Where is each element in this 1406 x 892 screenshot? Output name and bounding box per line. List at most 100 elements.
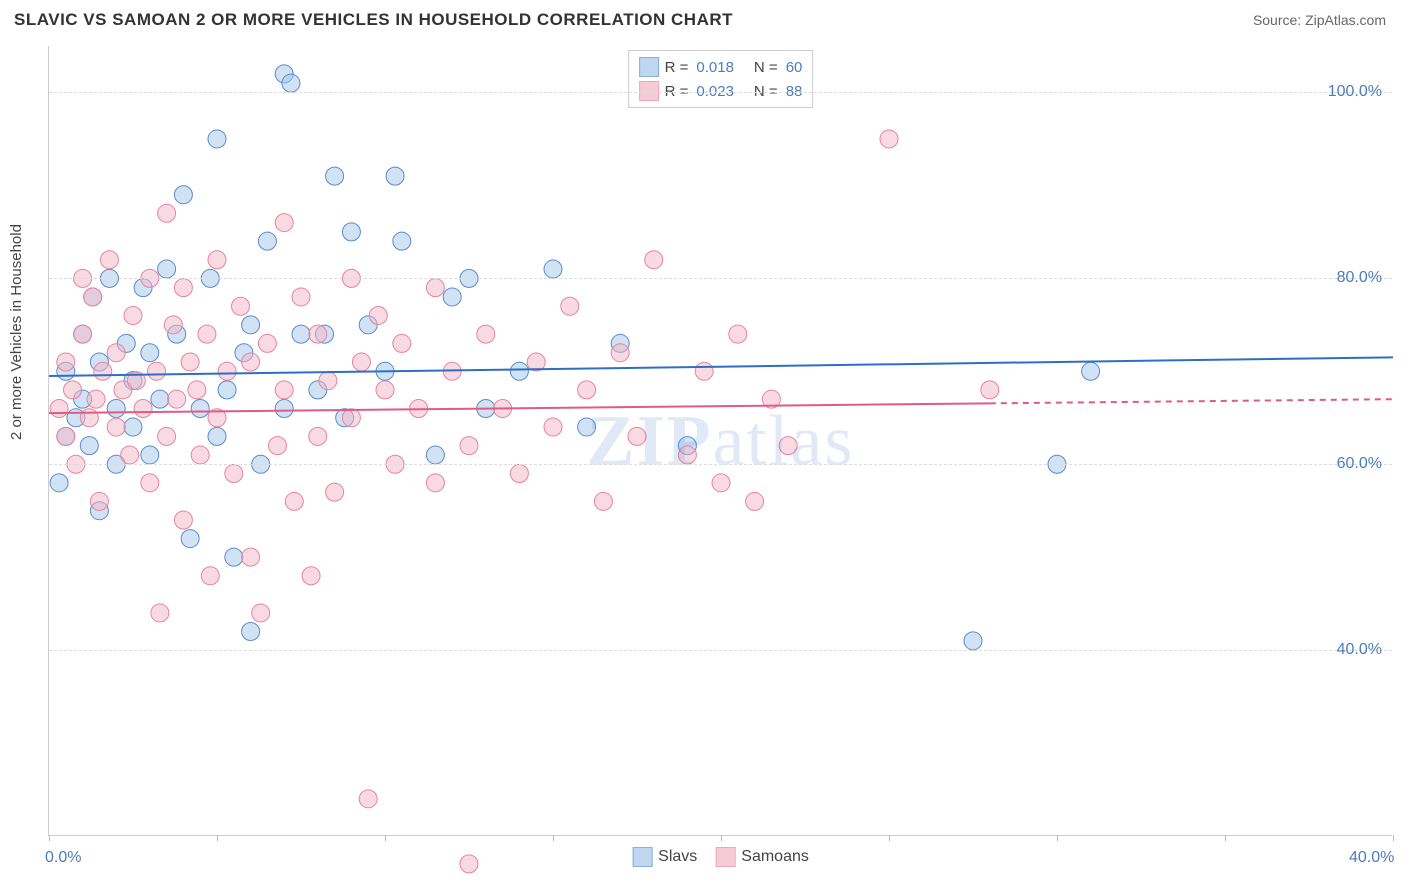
data-point <box>174 511 192 529</box>
data-point <box>386 167 404 185</box>
data-point <box>168 390 186 408</box>
legend-r-label: R = <box>665 83 689 100</box>
data-point <box>50 474 68 492</box>
data-point <box>319 372 337 390</box>
legend-n-value: 60 <box>786 59 803 76</box>
legend-label: Slavs <box>658 848 697 866</box>
data-point <box>218 381 236 399</box>
chart-source: Source: ZipAtlas.com <box>1253 12 1386 28</box>
data-point <box>561 297 579 315</box>
data-point <box>181 530 199 548</box>
data-point <box>158 204 176 222</box>
data-point <box>275 214 293 232</box>
data-point <box>121 446 139 464</box>
data-point <box>124 418 142 436</box>
data-point <box>746 492 764 510</box>
chart-title: SLAVIC VS SAMOAN 2 OR MORE VEHICLES IN H… <box>14 10 733 30</box>
legend-item: Samoans <box>715 847 809 867</box>
data-point <box>359 790 377 808</box>
data-point <box>57 427 75 445</box>
data-point <box>242 353 260 371</box>
data-point <box>174 186 192 204</box>
data-point <box>84 288 102 306</box>
legend-swatch <box>639 57 659 77</box>
data-point <box>275 381 293 399</box>
data-point <box>376 381 394 399</box>
legend-swatch <box>632 847 652 867</box>
chart-header: SLAVIC VS SAMOAN 2 OR MORE VEHICLES IN H… <box>0 0 1406 34</box>
data-point <box>309 325 327 343</box>
data-point <box>460 855 478 873</box>
x-tick <box>217 835 218 841</box>
series-legend: Slavs Samoans <box>632 847 809 867</box>
x-tick <box>1393 835 1394 841</box>
data-point <box>258 334 276 352</box>
data-point <box>393 232 411 250</box>
scatter-plot-svg <box>49 46 1392 835</box>
data-point <box>208 251 226 269</box>
data-point <box>326 483 344 501</box>
data-point <box>107 399 125 417</box>
data-point <box>712 474 730 492</box>
data-point <box>578 418 596 436</box>
data-point <box>164 316 182 334</box>
data-point <box>678 446 696 464</box>
data-point <box>880 130 898 148</box>
data-point <box>268 437 286 455</box>
data-point <box>191 399 209 417</box>
data-point <box>292 325 310 343</box>
data-point <box>544 418 562 436</box>
data-point <box>181 353 199 371</box>
trend-line <box>49 403 990 413</box>
data-point <box>282 74 300 92</box>
data-point <box>252 604 270 622</box>
data-point <box>302 567 320 585</box>
data-point <box>225 548 243 566</box>
data-point <box>594 492 612 510</box>
trend-line-dashed <box>990 399 1393 403</box>
legend-n-label: N = <box>754 83 778 100</box>
gridline <box>49 650 1392 651</box>
data-point <box>208 130 226 148</box>
x-tick-label: 40.0% <box>1349 849 1394 867</box>
data-point <box>285 492 303 510</box>
gridline <box>49 464 1392 465</box>
data-point <box>544 260 562 278</box>
legend-item: Slavs <box>632 847 697 867</box>
data-point <box>107 418 125 436</box>
data-point <box>87 390 105 408</box>
data-point <box>141 446 159 464</box>
data-point <box>198 325 216 343</box>
data-point <box>292 288 310 306</box>
data-point <box>100 251 118 269</box>
x-tick <box>49 835 50 841</box>
data-point <box>57 353 75 371</box>
legend-label: Samoans <box>741 848 809 866</box>
data-point <box>151 390 169 408</box>
data-point <box>50 399 68 417</box>
data-point <box>242 548 260 566</box>
data-point <box>645 251 663 269</box>
chart-plot-area: ZIPatlas R =0.018N =60R =0.023N =88 Slav… <box>48 46 1392 836</box>
data-point <box>151 604 169 622</box>
data-point <box>393 334 411 352</box>
data-point <box>326 167 344 185</box>
data-point <box>309 427 327 445</box>
legend-n-value: 88 <box>786 83 803 100</box>
legend-row: R =0.018N =60 <box>639 55 803 79</box>
y-axis-label: 2 or more Vehicles in Household <box>8 224 25 440</box>
data-point <box>141 344 159 362</box>
data-point <box>232 297 250 315</box>
data-point <box>729 325 747 343</box>
data-point <box>158 427 176 445</box>
data-point <box>369 307 387 325</box>
legend-n-label: N = <box>754 59 778 76</box>
data-point <box>225 465 243 483</box>
x-tick <box>721 835 722 841</box>
x-tick <box>889 835 890 841</box>
x-tick <box>1225 835 1226 841</box>
data-point <box>628 427 646 445</box>
y-tick-label: 40.0% <box>1337 641 1382 659</box>
data-point <box>342 223 360 241</box>
data-point <box>352 353 370 371</box>
